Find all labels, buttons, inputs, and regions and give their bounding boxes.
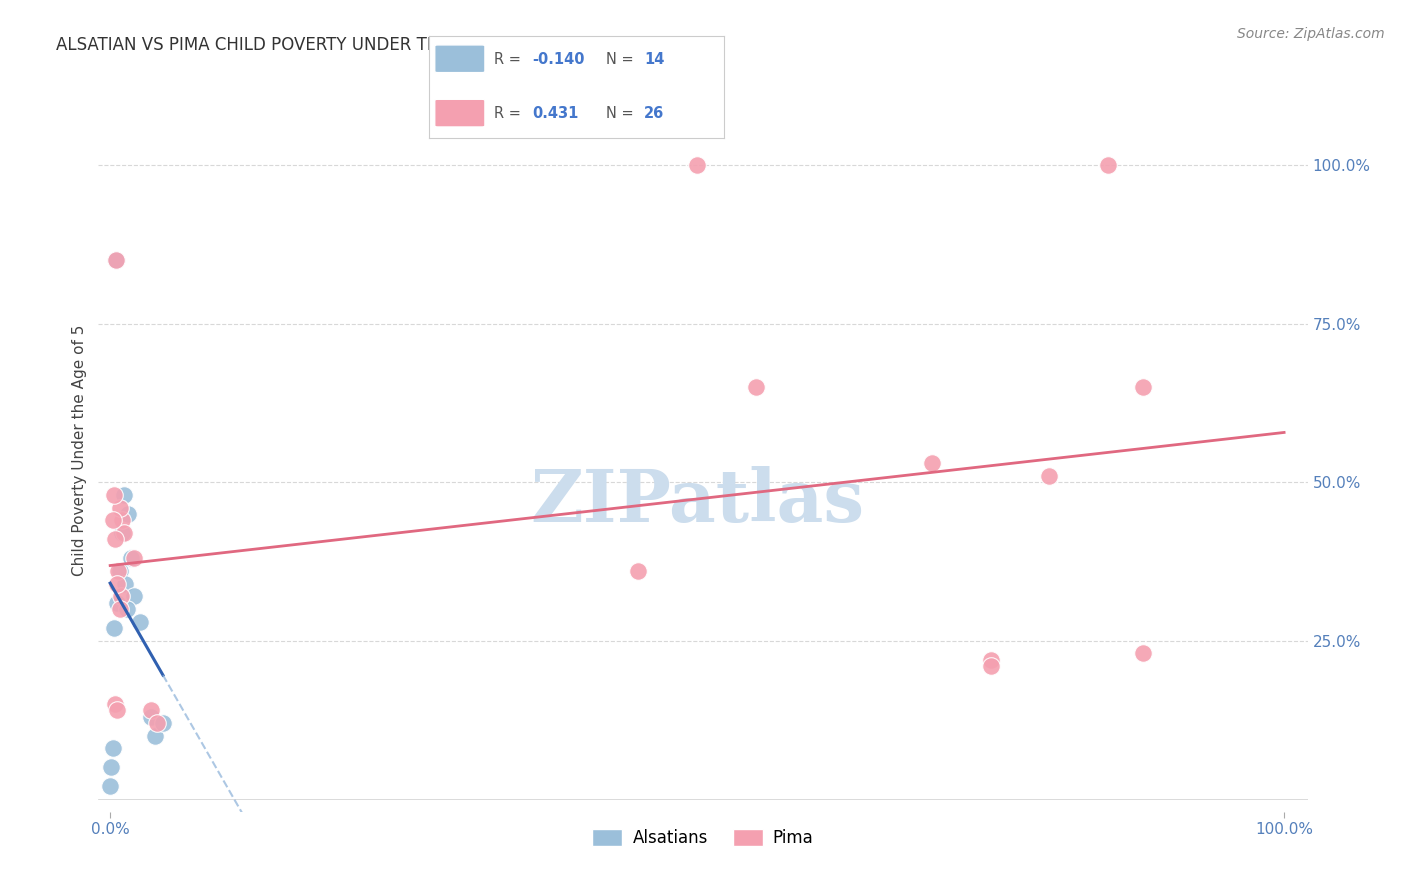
Point <box>152 716 174 731</box>
Point <box>117 507 139 521</box>
Point <box>120 551 142 566</box>
Text: -0.140: -0.140 <box>533 52 585 67</box>
Y-axis label: Child Poverty Under the Age of 5: Child Poverty Under the Age of 5 <box>72 325 87 576</box>
Point <box>128 615 150 629</box>
Point <box>107 564 129 578</box>
Point <box>104 532 127 546</box>
Point <box>111 525 134 540</box>
Text: N =: N = <box>606 106 638 121</box>
Point <box>103 621 125 635</box>
FancyBboxPatch shape <box>434 99 485 127</box>
Point <box>103 488 125 502</box>
Point <box>980 652 1002 666</box>
Text: R =: R = <box>494 52 526 67</box>
Text: 0.431: 0.431 <box>533 106 578 121</box>
Point <box>146 716 169 731</box>
Point <box>115 602 138 616</box>
Point <box>105 596 128 610</box>
Point <box>110 589 132 603</box>
Point <box>111 513 134 527</box>
Point <box>141 703 163 717</box>
Text: R =: R = <box>494 106 530 121</box>
Point <box>108 564 131 578</box>
Point <box>108 500 131 515</box>
Point <box>141 709 163 723</box>
Point <box>745 380 768 394</box>
Point <box>921 456 943 470</box>
Point <box>100 760 122 774</box>
Point <box>112 525 135 540</box>
Point <box>143 729 166 743</box>
Point <box>122 589 145 603</box>
Text: 14: 14 <box>644 52 665 67</box>
Point <box>101 513 124 527</box>
Point <box>98 780 121 794</box>
Text: Source: ZipAtlas.com: Source: ZipAtlas.com <box>1237 27 1385 41</box>
Point <box>105 253 128 268</box>
Text: N =: N = <box>606 52 638 67</box>
Point <box>108 602 131 616</box>
Point <box>980 659 1002 673</box>
Point <box>686 158 709 172</box>
Point <box>105 253 128 268</box>
Text: 26: 26 <box>644 106 665 121</box>
Legend: Alsatians, Pima: Alsatians, Pima <box>586 822 820 854</box>
Point <box>105 703 128 717</box>
Point <box>1132 646 1154 660</box>
Text: ZIPatlas: ZIPatlas <box>530 466 865 537</box>
Point <box>1097 158 1119 172</box>
Point <box>104 697 127 711</box>
Text: ALSATIAN VS PIMA CHILD POVERTY UNDER THE AGE OF 5 CORRELATION CHART: ALSATIAN VS PIMA CHILD POVERTY UNDER THE… <box>56 36 718 54</box>
Point <box>122 551 145 566</box>
Point <box>112 488 135 502</box>
FancyBboxPatch shape <box>434 45 485 72</box>
Point <box>1132 380 1154 394</box>
Point <box>627 564 650 578</box>
Point <box>105 576 128 591</box>
Point <box>1038 468 1060 483</box>
Point <box>101 741 124 756</box>
Point <box>114 576 136 591</box>
